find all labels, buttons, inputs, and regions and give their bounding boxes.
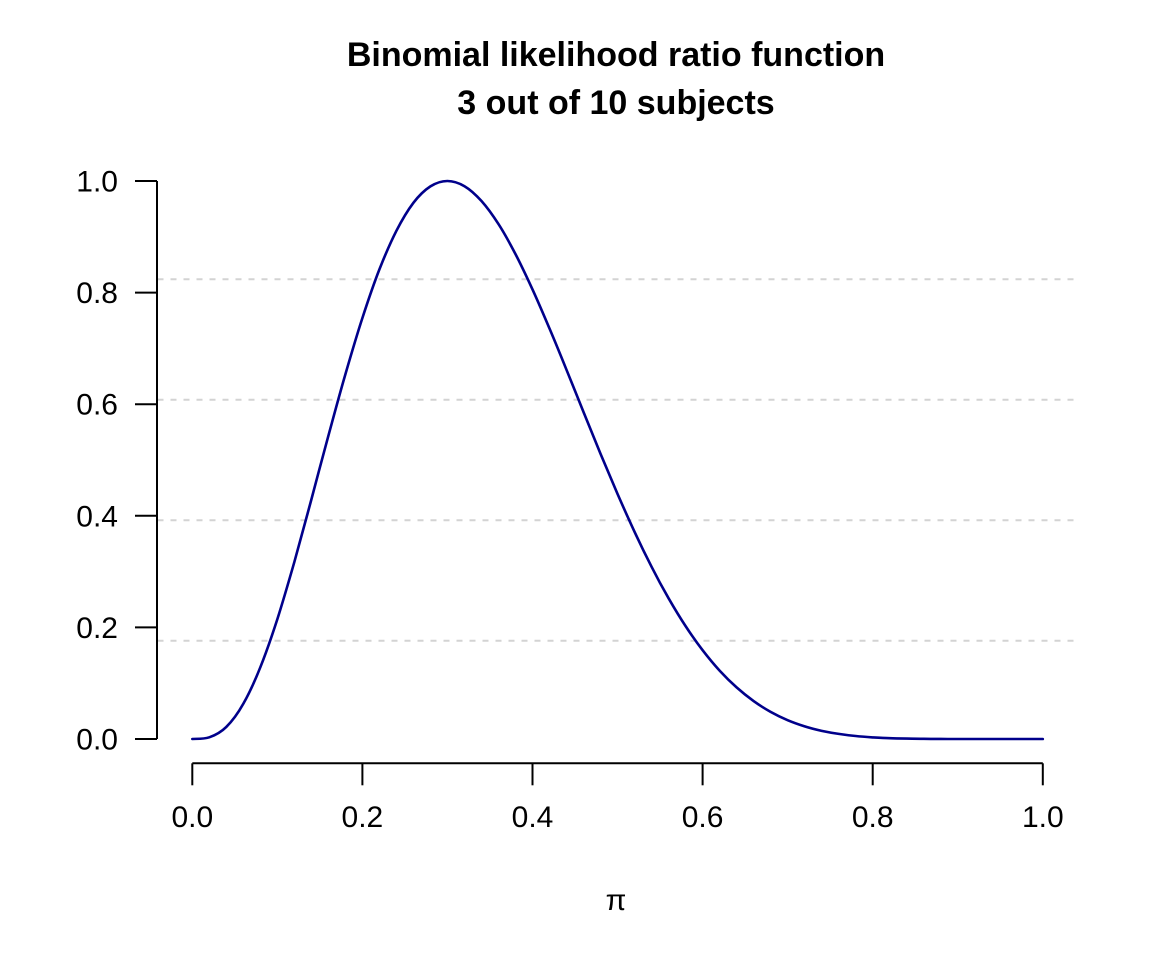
y-tick-label: 0.4 (76, 500, 118, 533)
y-tick-label: 0.8 (76, 277, 118, 310)
x-axis-label-pi: π (606, 884, 627, 917)
x-tick-label: 0.4 (512, 801, 554, 834)
likelihood-curve (191, 179, 1045, 741)
gridlines (157, 278, 1076, 642)
y-tick-label: 0.2 (76, 612, 118, 645)
y-tick-label: 0.6 (76, 389, 118, 422)
x-tick-label: 0.6 (682, 801, 724, 834)
y-axis: 0.0 0.2 0.4 0.6 0.8 1.0 (76, 166, 158, 757)
x-axis: 0.0 0.2 0.4 0.6 0.8 1.0 (171, 762, 1064, 834)
plot-title-line1: Binomial likelihood ratio function (347, 36, 885, 74)
plot-title-line2: 3 out of 10 subjects (457, 84, 774, 122)
x-tick-label: 0.8 (852, 801, 894, 834)
x-tick-label: 0.0 (171, 801, 213, 834)
x-tick-label: 1.0 (1022, 801, 1064, 834)
x-tick-label: 0.2 (342, 801, 384, 834)
y-tick-label: 1.0 (76, 166, 118, 199)
y-tick-label: 0.0 (76, 724, 118, 757)
